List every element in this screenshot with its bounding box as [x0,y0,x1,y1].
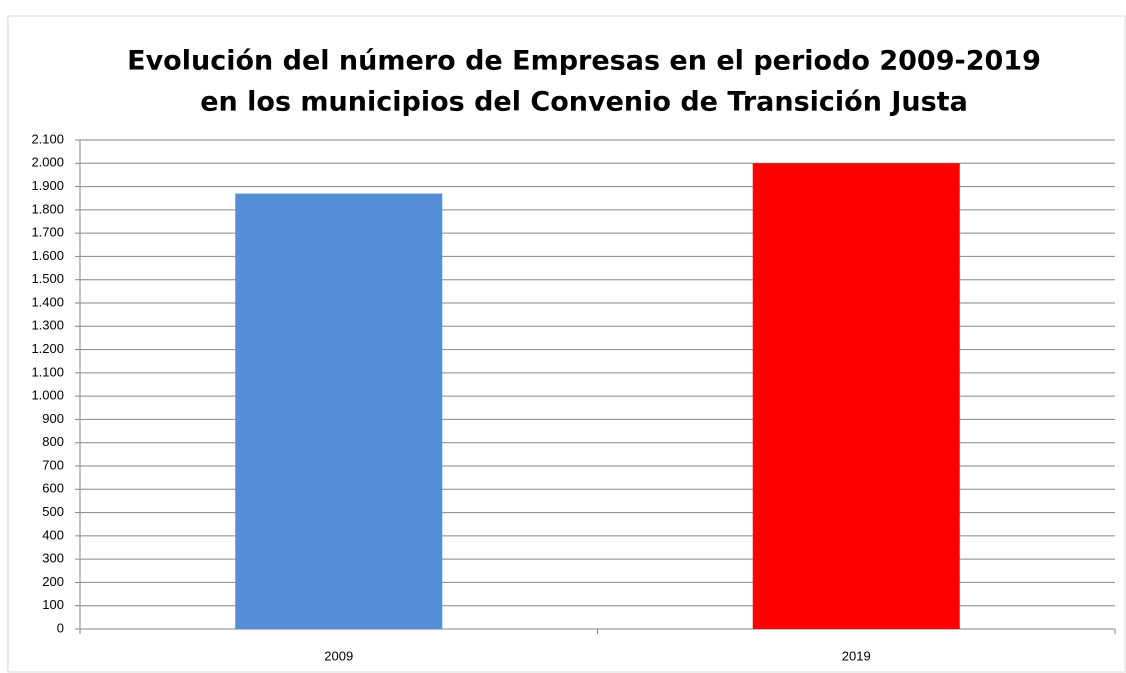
y-tick-label: 1.100 [31,364,64,379]
chart-title: Evolución del número de Empresas en el p… [127,46,1041,77]
y-tick-label: 0 [57,620,64,635]
y-tick-label: 1.300 [31,318,64,333]
y-tick-label: 400 [42,527,64,542]
y-tick-label: 100 [42,597,64,612]
x-tick-label: 2019 [842,648,871,663]
y-tick-label: 1.500 [31,271,64,286]
y-tick-label: 1.800 [31,201,64,216]
y-tick-label: 600 [42,481,64,496]
y-tick-label: 200 [42,574,64,589]
y-tick-label: 1.200 [31,341,64,356]
y-tick-label: 800 [42,434,64,449]
y-tick-label: 700 [42,457,64,472]
x-tick-label: 2009 [324,648,353,663]
y-tick-label: 300 [42,551,64,566]
y-tick-label: 500 [42,504,64,519]
chart-title: en los municipios del Convenio de Transi… [200,87,968,118]
y-tick-label: 1.000 [31,388,64,403]
y-tick-label: 1.700 [31,225,64,240]
bar [235,193,443,630]
y-tick-label: 2.100 [31,131,64,146]
y-tick-label: 900 [42,411,64,426]
y-tick-label: 1.900 [31,178,64,193]
y-tick-label: 1.600 [31,248,64,263]
y-tick-label: 2.000 [31,155,64,170]
bar [752,163,960,630]
y-tick-label: 1.400 [31,294,64,309]
